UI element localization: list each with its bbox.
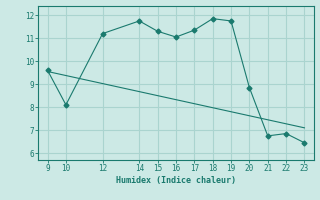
X-axis label: Humidex (Indice chaleur): Humidex (Indice chaleur) — [116, 176, 236, 185]
